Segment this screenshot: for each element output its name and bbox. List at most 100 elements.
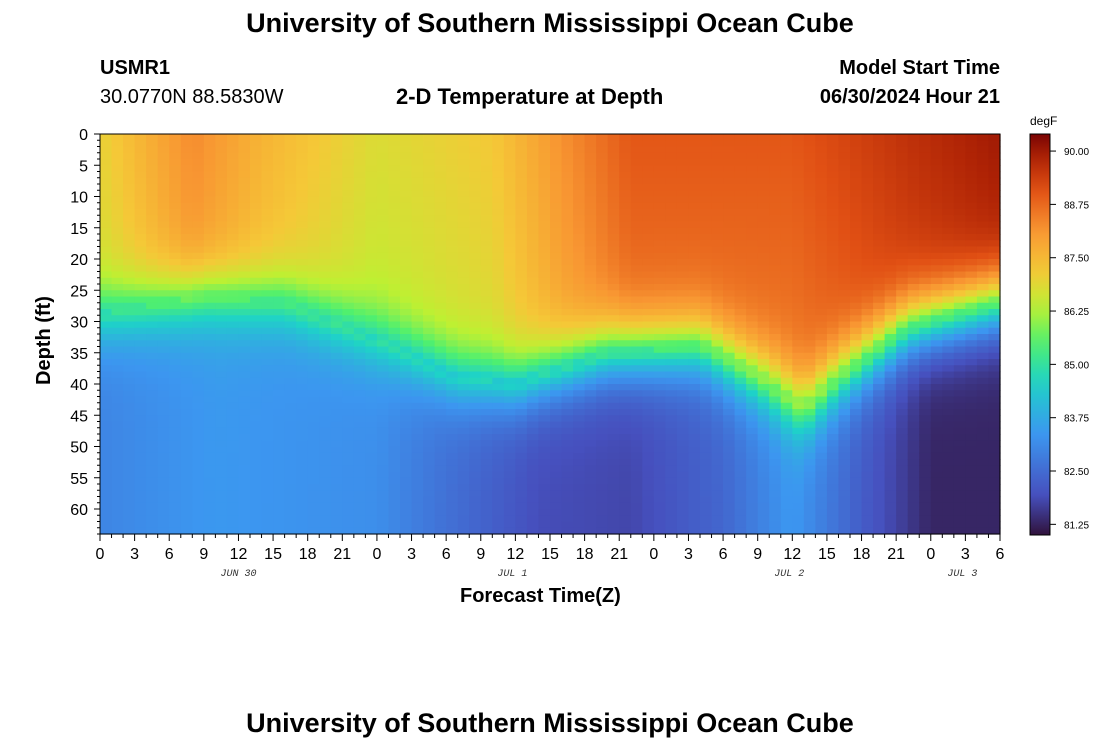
heatmap-cell xyxy=(550,196,563,204)
heatmap-cell xyxy=(492,352,505,360)
heatmap-cell xyxy=(180,196,193,204)
heatmap-cell xyxy=(919,309,932,316)
heatmap-cell xyxy=(480,159,493,166)
heatmap-cell xyxy=(665,340,678,348)
heatmap-cell xyxy=(250,184,263,191)
heatmap-cell xyxy=(723,477,736,485)
heatmap-cell xyxy=(238,159,251,166)
heatmap-cell xyxy=(930,377,943,385)
heatmap-cell xyxy=(434,471,447,479)
heatmap-cell xyxy=(157,271,170,279)
heatmap-cell xyxy=(296,196,309,204)
heatmap-cell xyxy=(642,140,655,148)
heatmap-cell xyxy=(930,390,943,398)
heatmap-cell xyxy=(388,384,401,391)
heatmap-cell xyxy=(792,527,805,535)
heatmap-cell xyxy=(919,284,932,291)
heatmap-cell xyxy=(515,452,528,460)
heatmap-cell xyxy=(688,171,701,179)
heatmap-cell xyxy=(273,202,286,210)
heatmap-cell xyxy=(653,302,666,310)
heatmap-cell xyxy=(746,277,759,285)
heatmap-cell xyxy=(457,409,470,416)
heatmap-cell xyxy=(792,459,805,466)
heatmap-cell xyxy=(250,177,263,185)
heatmap-cell xyxy=(550,302,563,310)
heatmap-cell xyxy=(850,446,863,454)
heatmap-cell xyxy=(157,340,170,348)
heatmap-cell xyxy=(734,421,747,429)
heatmap-cell xyxy=(561,490,574,498)
heatmap-cell xyxy=(561,515,574,523)
heatmap-cell xyxy=(123,465,136,473)
heatmap-cell xyxy=(976,377,990,385)
heatmap-cell xyxy=(734,452,747,460)
heatmap-cell xyxy=(342,359,355,366)
heatmap-cell xyxy=(688,465,701,473)
heatmap-cell xyxy=(919,334,932,341)
heatmap-cell xyxy=(250,196,263,204)
heatmap-cell xyxy=(884,521,897,529)
heatmap-cell xyxy=(192,384,205,391)
heatmap-cell xyxy=(653,234,666,241)
heatmap-cell xyxy=(157,196,170,204)
heatmap-cell xyxy=(330,184,343,191)
heatmap-cell xyxy=(169,290,182,298)
heatmap-cell xyxy=(700,359,713,366)
heatmap-cell xyxy=(400,290,413,298)
heatmap-cell xyxy=(203,409,216,416)
heatmap-cell xyxy=(411,446,424,454)
heatmap-cell xyxy=(619,452,632,460)
heatmap-cell xyxy=(561,321,574,329)
heatmap-cell xyxy=(169,521,182,529)
heatmap-cell xyxy=(596,234,609,241)
heatmap-cell xyxy=(607,465,620,473)
heatmap-cell xyxy=(769,171,782,179)
heatmap-cell xyxy=(584,427,597,435)
heatmap-cell xyxy=(503,159,516,166)
heatmap-cell xyxy=(746,202,759,210)
heatmap-cell xyxy=(711,365,724,373)
heatmap-cell xyxy=(457,471,470,479)
heatmap-cell xyxy=(411,196,424,204)
heatmap-cell xyxy=(469,315,482,323)
heatmap-cell xyxy=(803,390,816,398)
heatmap-cell xyxy=(215,440,228,448)
heatmap-cell xyxy=(169,196,182,204)
heatmap-cell xyxy=(630,359,643,366)
heatmap-cell xyxy=(711,152,724,160)
heatmap-cell xyxy=(157,321,170,329)
heatmap-cell xyxy=(526,452,540,460)
heatmap-cell xyxy=(826,296,840,304)
heatmap-cell xyxy=(469,296,482,304)
heatmap-cell xyxy=(930,171,943,179)
heatmap-cell xyxy=(203,184,216,191)
heatmap-cell xyxy=(330,446,343,454)
heatmap-cell xyxy=(665,196,678,204)
heatmap-cell xyxy=(815,221,828,229)
heatmap-cell xyxy=(896,459,909,466)
heatmap-cell xyxy=(492,459,505,466)
heatmap-cell xyxy=(226,346,240,354)
heatmap-cell xyxy=(250,440,263,448)
heatmap-cell xyxy=(838,465,851,473)
heatmap-cell xyxy=(757,159,770,166)
heatmap-cell xyxy=(388,377,401,385)
heatmap-cell xyxy=(192,209,205,216)
heatmap-cell xyxy=(550,384,563,391)
heatmap-cell xyxy=(411,459,424,466)
heatmap-cell xyxy=(676,496,690,504)
heatmap-cell xyxy=(688,202,701,210)
heatmap-cell xyxy=(838,509,851,516)
heatmap-cell xyxy=(896,440,909,448)
heatmap-cell xyxy=(561,471,574,479)
heatmap-cell xyxy=(965,515,978,523)
heatmap-cell xyxy=(630,296,643,304)
heatmap-cell xyxy=(400,434,413,441)
heatmap-cell xyxy=(365,284,378,291)
heatmap-cell xyxy=(157,290,170,298)
heatmap-cell xyxy=(250,165,263,173)
heatmap-cell xyxy=(365,334,378,341)
heatmap-cell xyxy=(446,215,459,223)
heatmap-cell xyxy=(630,471,643,479)
